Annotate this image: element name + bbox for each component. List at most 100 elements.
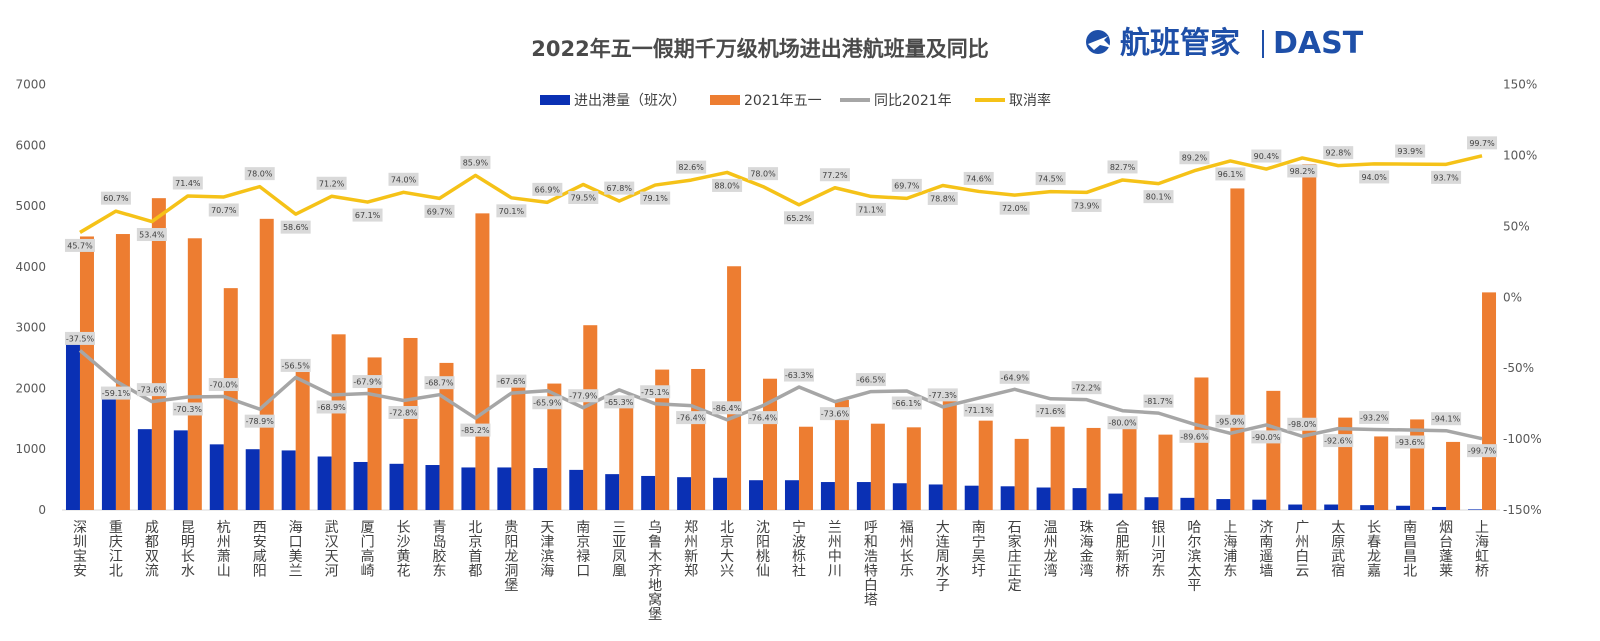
cancel-rate-label: 78.0% <box>748 167 779 181</box>
yoy-label-text: -68.9% <box>317 403 346 412</box>
yoy-label: -73.6% <box>819 407 850 421</box>
cancel-rate-label-text: 88.0% <box>714 181 740 190</box>
cancel-rate-label-text: 58.6% <box>283 223 309 232</box>
cancel-rate-label-text: 71.4% <box>175 179 201 188</box>
yoy-label-text: -65.3% <box>605 398 634 407</box>
cancel-rate-label-bg <box>819 168 850 182</box>
cancel-rate-label: 96.1% <box>1215 167 1246 181</box>
yoy-label-text: -80.0% <box>1108 419 1137 428</box>
bar-traffic-2021 <box>187 238 202 511</box>
yoy-label: -89.6% <box>1179 429 1210 443</box>
bar-traffic-2022 <box>641 475 656 510</box>
cancel-rate-label-text: 93.9% <box>1397 147 1423 156</box>
cancel-rate-label: 79.5% <box>568 190 599 204</box>
yoy-label: -93.6% <box>1395 435 1426 449</box>
cancel-rate-label-bg <box>532 182 563 196</box>
cancel-rate-label: 67.8% <box>604 181 635 195</box>
line-yoy-change <box>78 349 1483 441</box>
bar-traffic-2021 <box>942 391 957 510</box>
yoy-label-text: -71.1% <box>965 406 994 415</box>
legend-item: 2021年五一 <box>710 93 822 109</box>
bar-traffic-2022 <box>1144 497 1159 510</box>
yoy-label-bg <box>963 403 994 417</box>
yoy-label-bg <box>1323 434 1354 448</box>
category-label: 郑州新郑 <box>684 520 698 580</box>
cancel-rate-label-text: 66.9% <box>535 185 561 194</box>
cancel-rate-label: 92.8% <box>1323 146 1354 160</box>
category-label: 大连周水子 <box>936 520 950 594</box>
yoy-label-bg <box>855 373 886 387</box>
yoy-label-bg <box>568 389 599 403</box>
yoy-label-text: -77.3% <box>929 391 958 400</box>
yoy-label: -95.9% <box>1215 414 1246 428</box>
category-label: 珠海金湾 <box>1080 520 1094 580</box>
cancel-rate-label: 69.7% <box>424 204 455 218</box>
yoy-label: -66.5% <box>855 373 886 387</box>
cancel-rate-label: 60.7% <box>100 191 131 205</box>
cancel-rate-label-text: 82.6% <box>678 163 704 172</box>
bar-traffic-2021 <box>906 427 921 510</box>
category-label: 宁波栎社 <box>792 519 806 580</box>
cancel-rate-label-bg <box>172 176 203 190</box>
cancel-rate-label-bg <box>424 204 455 218</box>
yoy-label-text: -76.4% <box>677 414 706 423</box>
bar-traffic-2021 <box>1014 438 1029 510</box>
chart-title: 2022年五一假期千万级机场进出港航班量及同比 <box>531 37 988 61</box>
bar-traffic-2022 <box>1072 488 1087 510</box>
yoy-label: -78.9% <box>244 414 275 428</box>
category-label: 沈阳桃仙 <box>756 520 770 580</box>
bar-traffic-2022 <box>1432 506 1447 510</box>
cancel-rate-label: 65.2% <box>783 211 814 225</box>
cancel-rate-label-text: 71.1% <box>858 205 884 214</box>
yoy-label: -85.2% <box>460 423 491 437</box>
cancel-rate-label-text: 71.2% <box>319 179 345 188</box>
brand-mark-icon <box>1086 30 1112 54</box>
cancel-rate-label-bg <box>388 172 419 186</box>
right-axis-tick: -50% <box>1503 361 1534 375</box>
legend-item: 取消率 <box>975 92 1051 109</box>
category-label: 贵阳龙洞堡 <box>504 520 518 594</box>
yoy-label: -98.0% <box>1287 417 1318 431</box>
cancel-rate-label-bg <box>316 176 347 190</box>
cancel-rate-label-bg <box>712 178 743 192</box>
category-label: 长沙黄花 <box>397 520 411 580</box>
yoy-label: -76.4% <box>676 411 707 425</box>
yoy-label-text: -67.6% <box>497 377 526 386</box>
cancel-rate-label-text: 70.1% <box>499 207 525 216</box>
legend-item: 进出港量（班次） <box>540 93 686 109</box>
cancel-rate-label-bg <box>604 181 635 195</box>
bar-traffic-2021 <box>583 325 598 510</box>
yoy-label-text: -72.2% <box>1072 384 1101 393</box>
cancel-rate-label-text: 99.7% <box>1469 139 1495 148</box>
yoy-label: -76.4% <box>748 411 779 425</box>
yoy-label-bg <box>316 400 347 414</box>
yoy-label-bg <box>172 402 203 416</box>
bar-traffic-2022 <box>1288 504 1303 510</box>
cancel-rate-label-bg <box>496 204 527 218</box>
yoy-label: -63.3% <box>783 368 814 382</box>
cancel-rate-label-text: 82.7% <box>1110 163 1136 172</box>
yoy-label-bg <box>136 383 167 397</box>
legend-label: 取消率 <box>1009 92 1051 109</box>
category-label: 长春龙嘉 <box>1367 520 1381 580</box>
bar-traffic-2021 <box>727 266 742 510</box>
yoy-label: -59.1% <box>100 386 131 400</box>
yoy-label: -64.9% <box>999 370 1030 384</box>
bar-traffic-2022 <box>1252 499 1267 510</box>
yoy-label-text: -89.6% <box>1180 432 1209 441</box>
yoy-label-text: -65.9% <box>533 399 562 408</box>
yoy-label-text: -64.9% <box>1001 373 1030 382</box>
bar-traffic-2022 <box>245 449 260 510</box>
bar-traffic-2021 <box>1410 419 1425 510</box>
yoy-label-text: -37.5% <box>66 334 95 343</box>
legend-label: 同比2021年 <box>874 93 952 109</box>
category-label: 烟台蓬莱 <box>1439 520 1453 580</box>
yoy-label: -71.6% <box>1035 404 1066 418</box>
cancel-rate-label-bg <box>855 202 886 216</box>
yoy-label-text: -71.6% <box>1036 407 1065 416</box>
category-label: 深圳宝安 <box>73 520 87 580</box>
bar-traffic-2022 <box>1036 487 1051 510</box>
bar-traffic-2021 <box>798 426 813 510</box>
brand-name-cn: 航班管家 <box>1120 26 1240 61</box>
yoy-label-bg <box>783 368 814 382</box>
